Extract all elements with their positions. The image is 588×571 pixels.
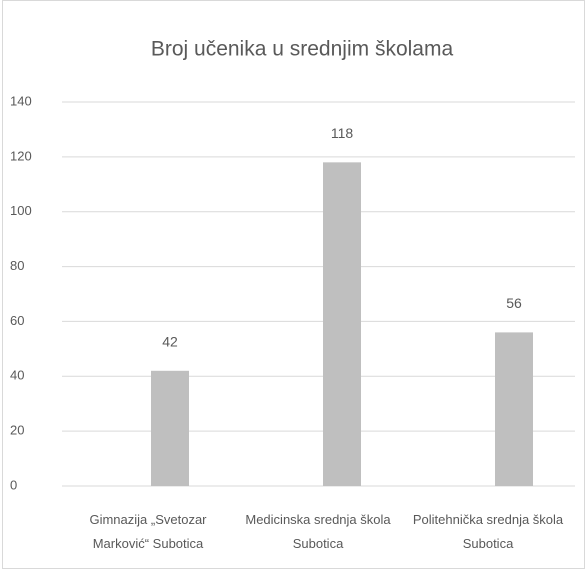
y-tick-label: 0	[10, 477, 17, 492]
y-tick-label: 40	[10, 368, 24, 383]
bar	[495, 332, 533, 486]
data-label: 118	[331, 125, 354, 141]
y-tick-label: 60	[10, 313, 24, 328]
x-tick-label: Medicinska srednja škola Subotica	[245, 512, 391, 551]
y-tick-label: 120	[10, 148, 32, 163]
data-label: 42	[162, 334, 178, 350]
y-tick-label: 140	[10, 93, 32, 108]
x-tick-label: Politehnička srednja škola Subotica	[412, 512, 564, 551]
y-tick-label: 100	[10, 203, 32, 218]
y-tick-label: 20	[10, 423, 24, 438]
y-tick-label: 80	[10, 258, 24, 273]
bar	[323, 162, 361, 487]
chart-title: Broj učenika u srednjim školama	[151, 38, 454, 61]
bar	[151, 370, 189, 486]
data-label: 56	[506, 295, 522, 311]
x-tick-label: Gimnazija „Svetozar Marković“ Subotica	[89, 512, 207, 551]
